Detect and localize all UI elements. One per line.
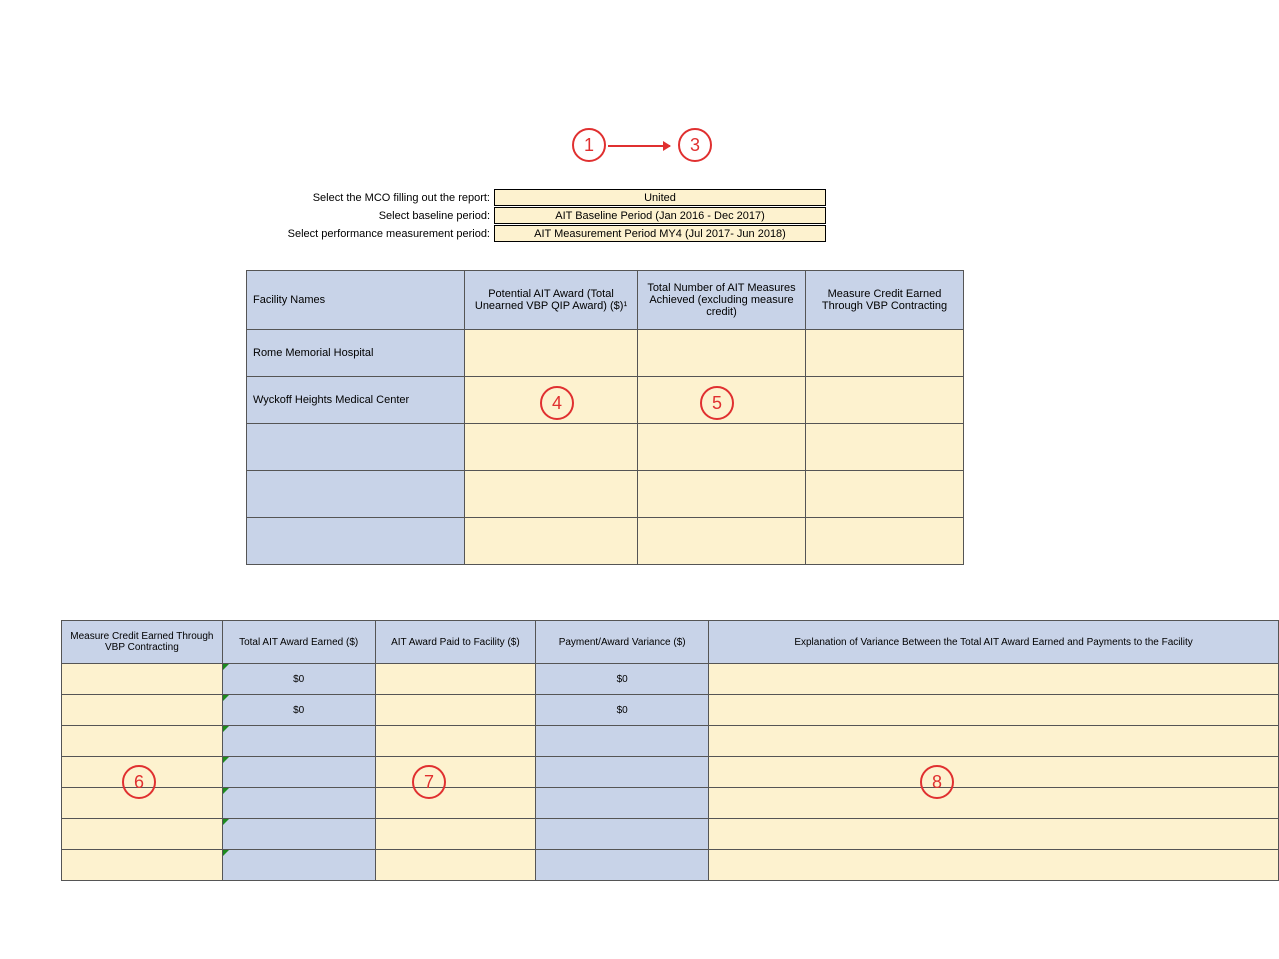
table-row [62, 726, 1279, 757]
cell-paid[interactable] [375, 695, 536, 726]
cell-potential[interactable] [465, 518, 638, 565]
annotation-8: 8 [920, 765, 954, 799]
cell-total [222, 819, 375, 850]
th-potential: Potential AIT Award (Total Unearned VBP … [465, 271, 638, 330]
cell-paid[interactable] [375, 850, 536, 881]
table-row: $0 $0 [62, 695, 1279, 726]
annotation-arrow-1-3 [608, 145, 670, 147]
selector-block: Select the MCO filling out the report: U… [230, 189, 826, 243]
cell-explanation[interactable] [709, 726, 1279, 757]
facility-table: Facility Names Potential AIT Award (Tota… [246, 270, 964, 565]
cell-credit[interactable] [62, 850, 223, 881]
th-facility: Facility Names [247, 271, 465, 330]
cell-paid[interactable] [375, 664, 536, 695]
cell-credit[interactable] [62, 664, 223, 695]
cell-measures[interactable] [638, 471, 806, 518]
cell-paid[interactable] [375, 819, 536, 850]
th-total: Total AIT Award Earned ($) [222, 621, 375, 664]
th-credit: Measure Credit Earned Through VBP Contra… [806, 271, 964, 330]
table-row: Wyckoff Heights Medical Center [247, 377, 964, 424]
cell-credit[interactable] [806, 330, 964, 377]
cell-total [222, 757, 375, 788]
cell-total: $0 [222, 695, 375, 726]
table-header-row: Facility Names Potential AIT Award (Tota… [247, 271, 964, 330]
table-row [247, 518, 964, 565]
award-table: Measure Credit Earned Through VBP Contra… [61, 620, 1279, 881]
cell-variance [536, 819, 709, 850]
cell-explanation[interactable] [709, 695, 1279, 726]
cell-potential[interactable] [465, 471, 638, 518]
cell-variance: $0 [536, 695, 709, 726]
cell-paid[interactable] [375, 757, 536, 788]
table-row [62, 850, 1279, 881]
th-measures: Total Number of AIT Measures Achieved (e… [638, 271, 806, 330]
cell-credit[interactable] [806, 424, 964, 471]
cell-potential[interactable] [465, 330, 638, 377]
cell-variance [536, 757, 709, 788]
cell-variance [536, 726, 709, 757]
th-explanation: Explanation of Variance Between the Tota… [709, 621, 1279, 664]
selector-label-mco: Select the MCO filling out the report: [230, 192, 494, 204]
annotation-3: 3 [678, 128, 712, 162]
annotation-7: 7 [412, 765, 446, 799]
th-paid: AIT Award Paid to Facility ($) [375, 621, 536, 664]
annotation-5: 5 [700, 386, 734, 420]
cell-credit[interactable] [806, 518, 964, 565]
selector-value-mco[interactable]: United [494, 189, 826, 206]
cell-credit[interactable] [62, 695, 223, 726]
cell-explanation[interactable] [709, 664, 1279, 695]
table-row [247, 471, 964, 518]
cell-measures[interactable] [638, 424, 806, 471]
cell-credit[interactable] [62, 726, 223, 757]
selector-value-measurement[interactable]: AIT Measurement Period MY4 (Jul 2017- Ju… [494, 225, 826, 242]
annotation-1: 1 [572, 128, 606, 162]
cell-total [222, 726, 375, 757]
selector-value-baseline[interactable]: AIT Baseline Period (Jan 2016 - Dec 2017… [494, 207, 826, 224]
cell-credit[interactable] [806, 377, 964, 424]
cell-total [222, 788, 375, 819]
cell-measures[interactable] [638, 518, 806, 565]
cell-facility: Wyckoff Heights Medical Center [247, 377, 465, 424]
cell-facility [247, 518, 465, 565]
selector-row-measurement: Select performance measurement period: A… [230, 225, 826, 242]
th-credit: Measure Credit Earned Through VBP Contra… [62, 621, 223, 664]
cell-facility: Rome Memorial Hospital [247, 330, 465, 377]
cell-total: $0 [222, 664, 375, 695]
cell-explanation[interactable] [709, 757, 1279, 788]
table-row: Rome Memorial Hospital [247, 330, 964, 377]
cell-variance [536, 850, 709, 881]
cell-explanation[interactable] [709, 788, 1279, 819]
cell-explanation[interactable] [709, 850, 1279, 881]
selector-row-mco: Select the MCO filling out the report: U… [230, 189, 826, 206]
cell-facility [247, 471, 465, 518]
table-row: $0 $0 [62, 664, 1279, 695]
cell-variance [536, 788, 709, 819]
table-row [62, 788, 1279, 819]
table-row [62, 757, 1279, 788]
annotation-4: 4 [540, 386, 574, 420]
annotation-6: 6 [122, 765, 156, 799]
table-row [62, 819, 1279, 850]
th-variance: Payment/Award Variance ($) [536, 621, 709, 664]
table-header-row: Measure Credit Earned Through VBP Contra… [62, 621, 1279, 664]
cell-credit[interactable] [62, 819, 223, 850]
selector-row-baseline: Select baseline period: AIT Baseline Per… [230, 207, 826, 224]
cell-measures[interactable] [638, 330, 806, 377]
selector-label-measurement: Select performance measurement period: [230, 228, 494, 240]
cell-facility [247, 424, 465, 471]
cell-variance: $0 [536, 664, 709, 695]
cell-explanation[interactable] [709, 819, 1279, 850]
selector-label-baseline: Select baseline period: [230, 210, 494, 222]
cell-credit[interactable] [806, 471, 964, 518]
cell-potential[interactable] [465, 424, 638, 471]
cell-total [222, 850, 375, 881]
cell-paid[interactable] [375, 788, 536, 819]
table-row [247, 424, 964, 471]
cell-paid[interactable] [375, 726, 536, 757]
